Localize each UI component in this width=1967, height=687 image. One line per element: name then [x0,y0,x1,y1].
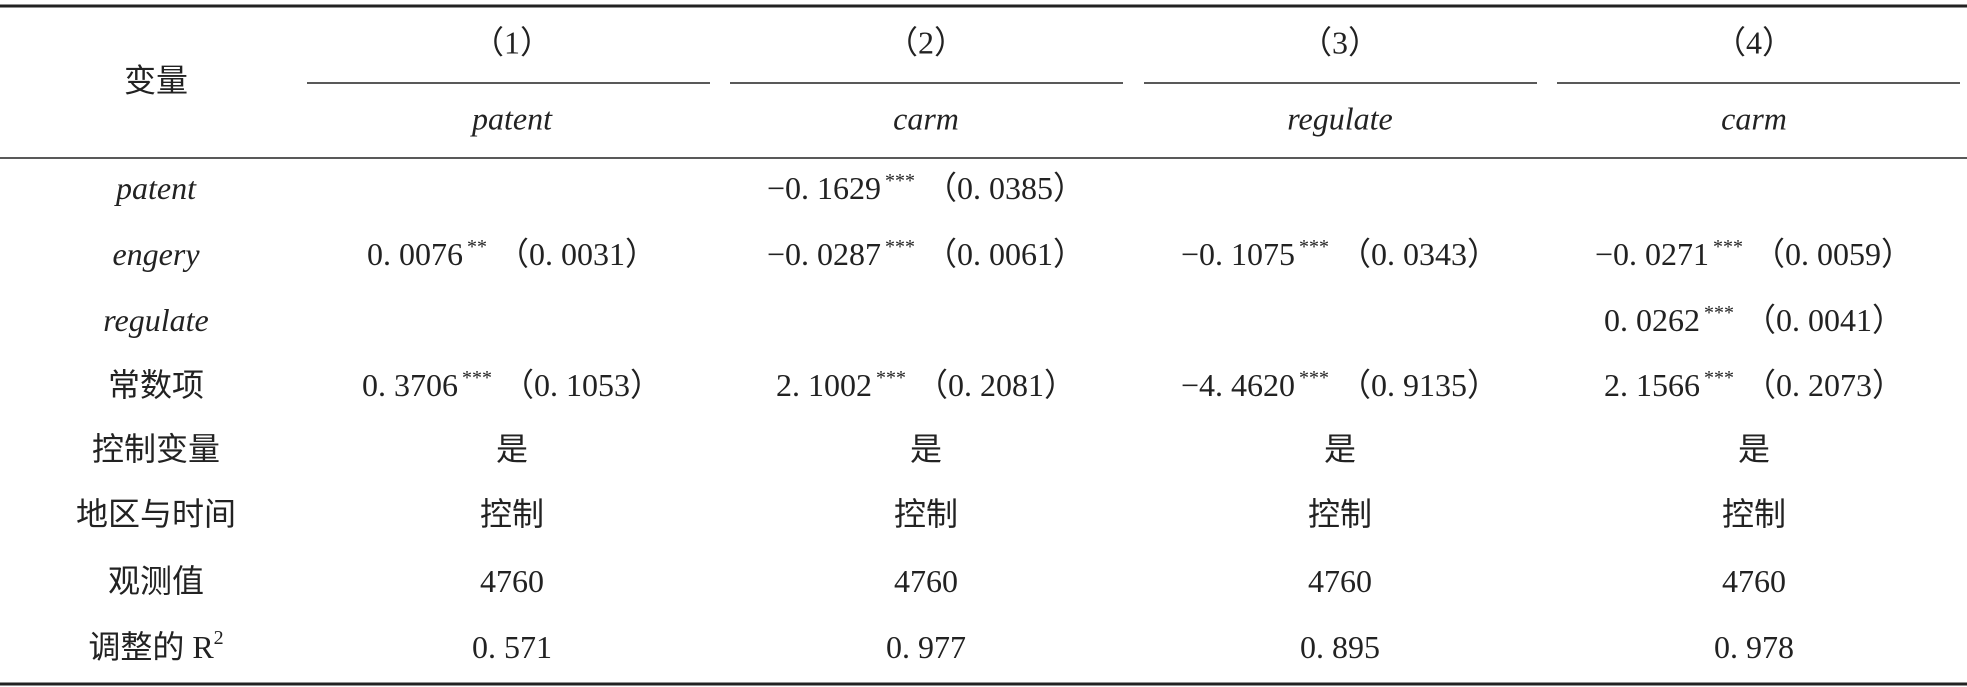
significance-stars: *** [462,367,492,389]
standard-error: （0. 0061） [925,236,1085,272]
coefficient: 0. 0076 [367,236,463,272]
cell: −0. 1629 *** （0. 0385） [767,170,1085,207]
cell: 0. 977 [886,629,966,665]
cell: 0. 0262 *** （0. 0041） [1604,302,1904,339]
coefficient: −4. 4620 [1181,367,1295,403]
significance-stars: *** [1713,236,1743,258]
dependent-variable: carm [1721,100,1787,136]
label-text: regulate [103,302,208,338]
standard-error: （0. 2073） [1744,367,1904,403]
standard-error: （0. 2081） [916,367,1076,403]
row-label: 观测值 [108,563,204,599]
significance-stars: *** [876,367,906,389]
significance-stars: *** [1299,367,1329,389]
significance-stars: *** [1299,236,1329,258]
cell: 4760 [480,563,544,599]
label-text: 观测值 [108,563,204,599]
cell: −4. 4620 *** （0. 9135） [1181,367,1499,404]
cell: 0. 895 [1300,629,1380,665]
coefficient: 是 [496,431,528,467]
significance-stars: *** [1704,367,1734,389]
cell: 是 [910,431,942,467]
coefficient: 控制 [1722,496,1786,532]
significance-stars: *** [1704,302,1734,324]
standard-error: （0. 9135） [1339,367,1499,403]
row-label: 地区与时间 [76,496,236,532]
cell: 是 [1738,431,1770,467]
dependent-variable: patent [470,100,553,136]
row-label: patent [114,170,197,206]
coefficient: 0. 3706 [362,367,458,403]
significance-stars: ** [467,236,487,258]
coefficient: 0. 571 [472,629,552,665]
coefficient: 是 [1324,431,1356,467]
cell: 0. 0076 ** （0. 0031） [367,236,657,273]
row-label: 常数项 [108,367,204,403]
standard-error: （0. 0385） [925,170,1085,206]
coefficient: 4760 [480,563,544,599]
cell: 是 [1324,431,1356,467]
row-label: regulate [103,302,208,338]
dependent-variable: regulate [1287,100,1392,136]
coefficient: 0. 0262 [1604,302,1700,338]
standard-error: （0. 1053） [502,367,662,403]
cell: 4760 [894,563,958,599]
cell: −0. 1075 *** （0. 0343） [1181,236,1499,273]
cell: 控制 [1308,496,1372,532]
cell: 4760 [1308,563,1372,599]
label-text: 控制变量 [92,431,220,467]
column-number: （1） [472,24,552,60]
standard-error: （0. 0343） [1339,236,1499,272]
cell: 0. 571 [472,629,552,665]
coefficient: 0. 978 [1714,629,1794,665]
label-text: engery [112,236,200,272]
standard-error: （0. 0041） [1744,302,1904,338]
coefficient: 4760 [1308,563,1372,599]
cell: 控制 [894,496,958,532]
cell: 是 [496,431,528,467]
label-superscript: 2 [214,627,224,649]
coefficient: 是 [1738,431,1770,467]
coefficient: 控制 [1308,496,1372,532]
row-label: engery [112,236,200,272]
coefficient: 0. 895 [1300,629,1380,665]
cell: −0. 0287 *** （0. 0061） [767,236,1085,273]
coefficient: 2. 1566 [1604,367,1700,403]
coefficient: 是 [910,431,942,467]
cell: 控制 [1722,496,1786,532]
cell: 2. 1002 *** （0. 2081） [776,367,1076,404]
coefficient: 控制 [894,496,958,532]
coefficient: 0. 977 [886,629,966,665]
cell: 0. 3706 *** （0. 1053） [362,367,662,404]
coefficient: 控制 [480,496,544,532]
label-text: patent [114,170,197,206]
standard-error: （0. 0059） [1753,236,1913,272]
label-text: 常数项 [108,367,204,403]
cell: 0. 978 [1714,629,1794,665]
coefficient: 4760 [894,563,958,599]
coefficient: −0. 1075 [1181,236,1295,272]
coefficient: 2. 1002 [776,367,872,403]
coefficient: 4760 [1722,563,1786,599]
variable-header: 变量 [124,62,188,98]
cell: 控制 [480,496,544,532]
significance-stars: *** [885,236,915,258]
standard-error: （0. 0031） [497,236,657,272]
row-label: 控制变量 [92,431,220,467]
cell: 4760 [1722,563,1786,599]
coefficient: −0. 0287 [767,236,881,272]
cell: −0. 0271 *** （0. 0059） [1595,236,1913,273]
coefficient: −0. 1629 [767,170,881,206]
cell: 2. 1566 *** （0. 2073） [1604,367,1904,404]
column-number: （2） [886,24,966,60]
significance-stars: *** [885,170,915,192]
row-label: 调整的 R2 [88,627,223,666]
label-text: 调整的 R [88,629,214,665]
column-number: （3） [1300,24,1380,60]
column-number: （4） [1714,24,1794,60]
coefficient: −0. 0271 [1595,236,1709,272]
dependent-variable: carm [893,100,959,136]
label-text: 地区与时间 [76,496,236,532]
